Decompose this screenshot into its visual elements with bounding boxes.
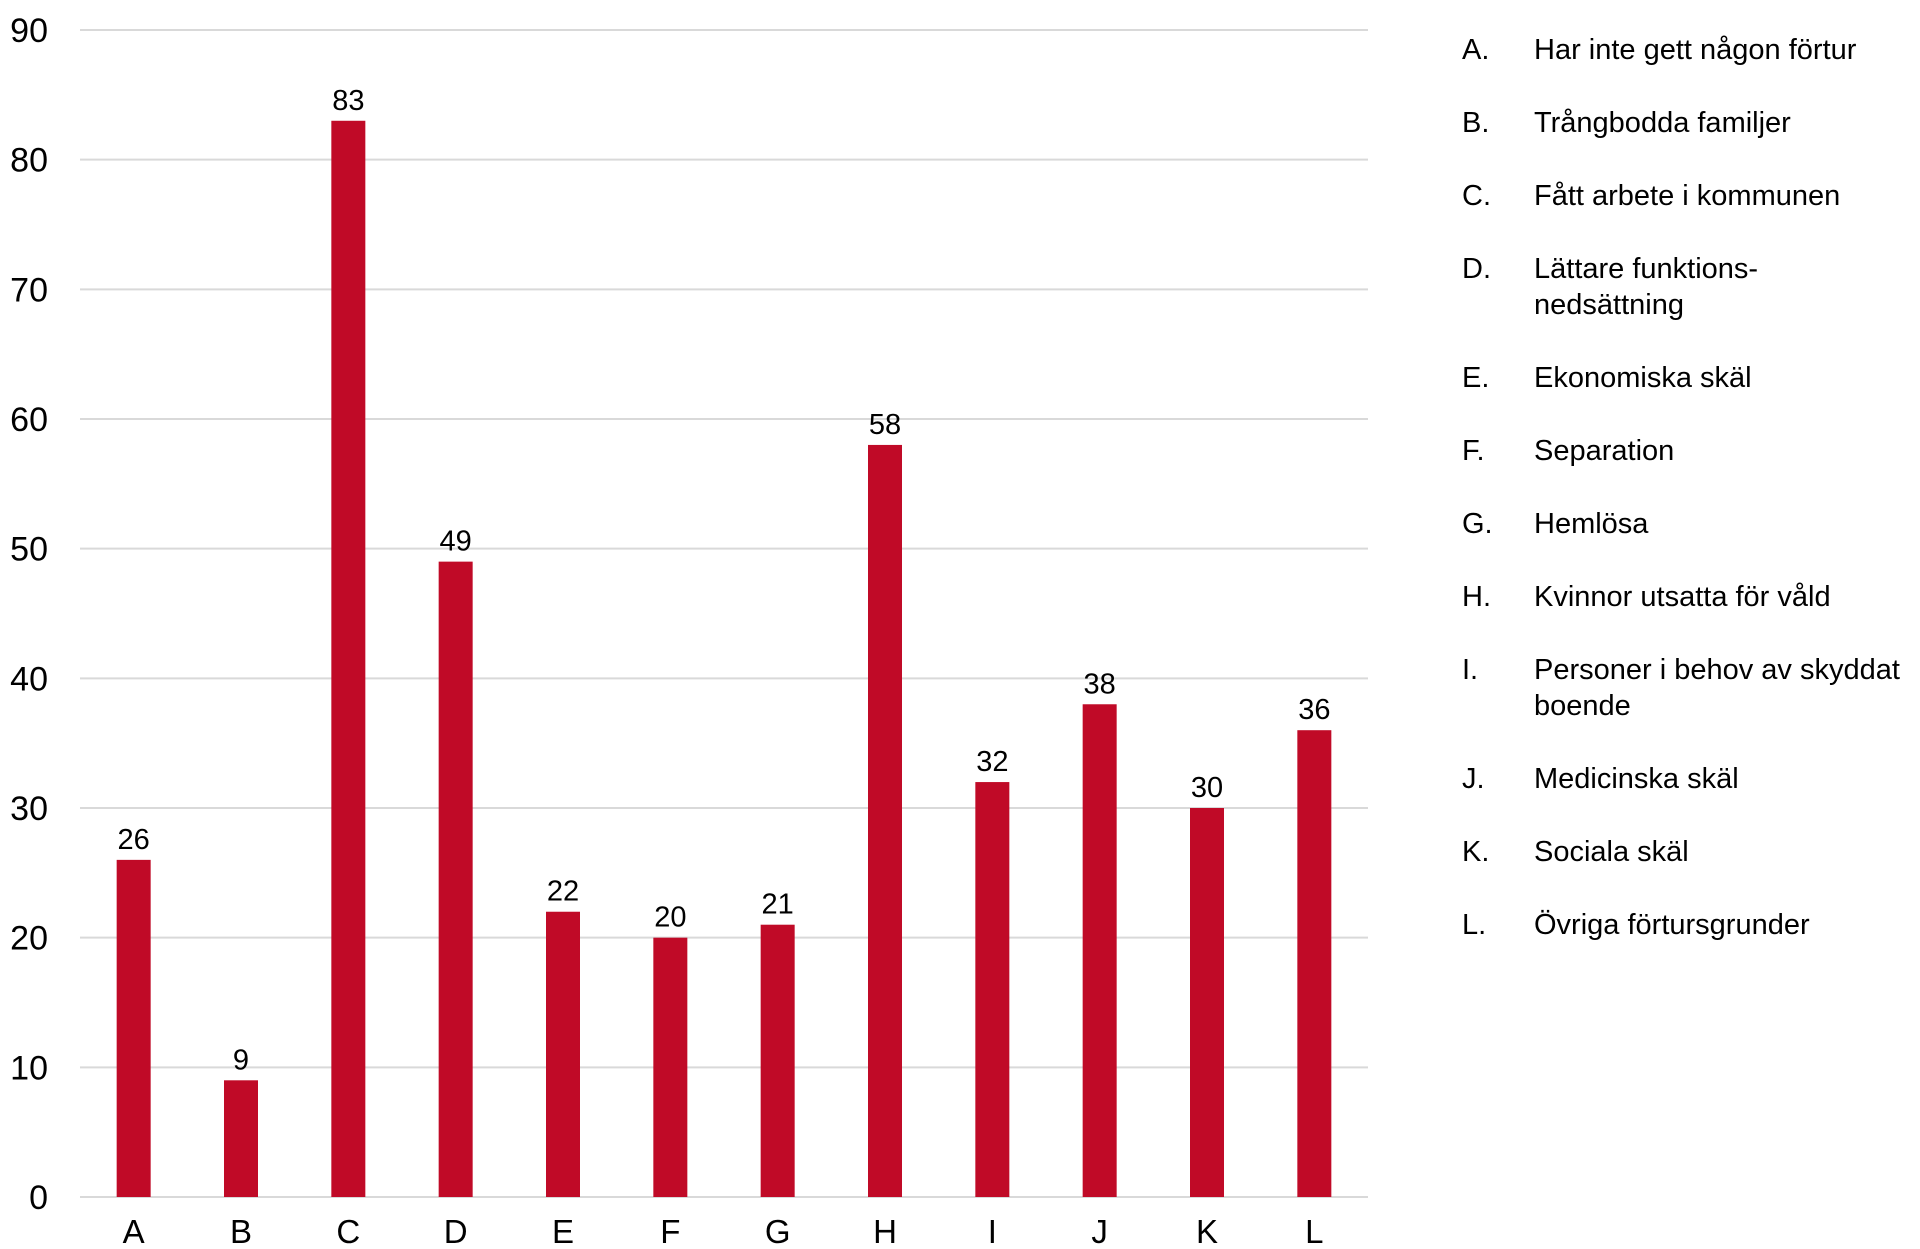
bar (975, 782, 1010, 1197)
legend-item: F. Separation (1462, 433, 1902, 469)
y-tick-label: 90 (10, 12, 48, 50)
bars (116, 120, 1332, 1197)
bar-value-label: 22 (547, 876, 579, 908)
bar-value-labels: 26 9 83 49 22 20 21 58 32 38 30 36 (118, 85, 1331, 1077)
legend-key: L. (1462, 909, 1487, 941)
legend-key: F. (1462, 435, 1485, 467)
bar (1190, 808, 1224, 1197)
legend-key: I. (1462, 654, 1479, 686)
bar-value-label: 36 (1298, 694, 1330, 726)
bar (868, 444, 902, 1197)
bar (224, 1080, 258, 1197)
legend-item: D. Lättare funktions-nedsättning (1462, 251, 1902, 323)
legend-label: Medicinska skäl (1534, 763, 1739, 795)
legend-label: Övriga förtursgrunder (1534, 909, 1810, 941)
legend-item: J. Medicinska skäl (1462, 761, 1902, 797)
x-axis-tick-labels: A B C D E F G H I J K L (123, 1213, 1324, 1249)
legend-key: K. (1462, 836, 1490, 868)
x-tick-label: B (230, 1213, 252, 1249)
bar-value-label: 49 (440, 526, 472, 558)
legend-label: Separation (1534, 435, 1675, 467)
legend-item: C. Fått arbete i kommunen (1462, 178, 1902, 214)
legend-key: A. (1462, 34, 1490, 66)
legend-item: G. Hemlösa (1462, 506, 1902, 542)
y-tick-label: 70 (10, 271, 48, 309)
bar (438, 561, 473, 1197)
legend-label: Kvinnor utsatta för våld (1534, 581, 1831, 613)
legend-key: D. (1462, 253, 1491, 285)
x-tick-label: H (873, 1213, 897, 1249)
legend-item: I. Personer i behov av skyddat boende (1462, 652, 1902, 724)
legend-item: K. Sociala skäl (1462, 834, 1902, 870)
y-tick-label: 80 (10, 142, 48, 180)
legend: A. Har inte gett någon förtur B. Trångbodda… (1462, 32, 1902, 980)
legend-label: Fått arbete i kommunen (1534, 180, 1841, 212)
x-tick-label: F (660, 1213, 680, 1249)
x-tick-label: E (552, 1213, 574, 1249)
y-tick-label: 10 (10, 1049, 48, 1087)
legend-item: A. Har inte gett någon förtur (1462, 32, 1902, 68)
x-tick-label: C (336, 1213, 360, 1249)
bar-value-label: 83 (332, 85, 364, 117)
legend-label: Personer i behov av skyddat boende (1534, 654, 1900, 722)
legend-key: J. (1462, 763, 1485, 795)
bar-value-label: 21 (762, 889, 794, 921)
legend-label: Sociala skäl (1534, 836, 1689, 868)
legend-label: Hemlösa (1534, 508, 1649, 540)
bar-value-label: 38 (1084, 668, 1116, 700)
legend-item: B. Trångbodda familjer (1462, 105, 1902, 141)
x-tick-label: A (123, 1213, 145, 1249)
y-axis-tick-labels: 0 10 20 30 40 50 60 70 80 90 (10, 12, 48, 1217)
legend-key: B. (1462, 107, 1490, 139)
bar (546, 911, 580, 1197)
legend-item: L. Övriga förtursgrunder (1462, 907, 1902, 943)
legend-key: G. (1462, 508, 1493, 540)
y-tick-label: 40 (10, 660, 48, 698)
gridlines (80, 29, 1368, 1198)
y-tick-label: 60 (10, 401, 48, 439)
bar-value-label: 20 (654, 902, 686, 934)
bar-value-label: 9 (233, 1044, 249, 1076)
x-tick-label: D (444, 1213, 468, 1249)
bar (653, 937, 688, 1197)
legend-label: Lättare funktions-nedsättning (1534, 253, 1759, 321)
legend-label: Ekonomiska skäl (1534, 362, 1752, 394)
legend-key: H. (1462, 581, 1491, 613)
legend-key: C. (1462, 180, 1491, 212)
bar (331, 120, 366, 1197)
bar (1297, 730, 1332, 1197)
y-tick-label: 20 (10, 920, 48, 958)
legend-item: H. Kvinnor utsatta för våld (1462, 579, 1902, 615)
bar (116, 859, 151, 1197)
x-tick-label: G (765, 1213, 791, 1249)
y-tick-label: 50 (10, 531, 48, 569)
x-tick-label: J (1091, 1213, 1108, 1249)
legend-item: E. Ekonomiska skäl (1462, 360, 1902, 396)
x-tick-label: K (1196, 1213, 1218, 1249)
y-tick-label: 30 (10, 790, 48, 828)
bar (1082, 704, 1117, 1197)
y-tick-label: 0 (29, 1179, 48, 1217)
bar-value-label: 30 (1191, 772, 1223, 804)
bar-value-label: 26 (118, 824, 150, 856)
bar (760, 924, 795, 1197)
x-tick-label: I (988, 1213, 997, 1249)
bar-value-label: 58 (869, 409, 901, 441)
bar-value-label: 32 (976, 746, 1008, 778)
x-tick-label: L (1305, 1213, 1323, 1249)
legend-label: Trångbodda familjer (1534, 107, 1791, 139)
legend-label: Har inte gett någon förtur (1534, 34, 1857, 66)
legend-key: E. (1462, 362, 1490, 394)
